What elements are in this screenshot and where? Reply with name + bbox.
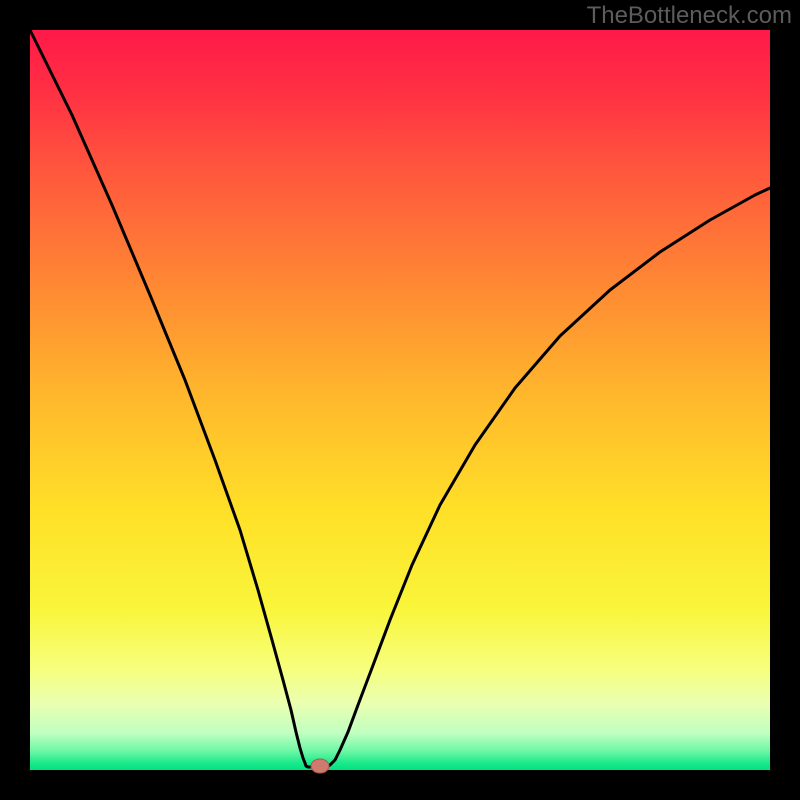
bottleneck-curve-chart <box>0 0 800 800</box>
optimal-point-marker <box>311 759 329 773</box>
gradient-plot-background <box>30 30 770 770</box>
chart-stage: TheBottleneck.com <box>0 0 800 800</box>
